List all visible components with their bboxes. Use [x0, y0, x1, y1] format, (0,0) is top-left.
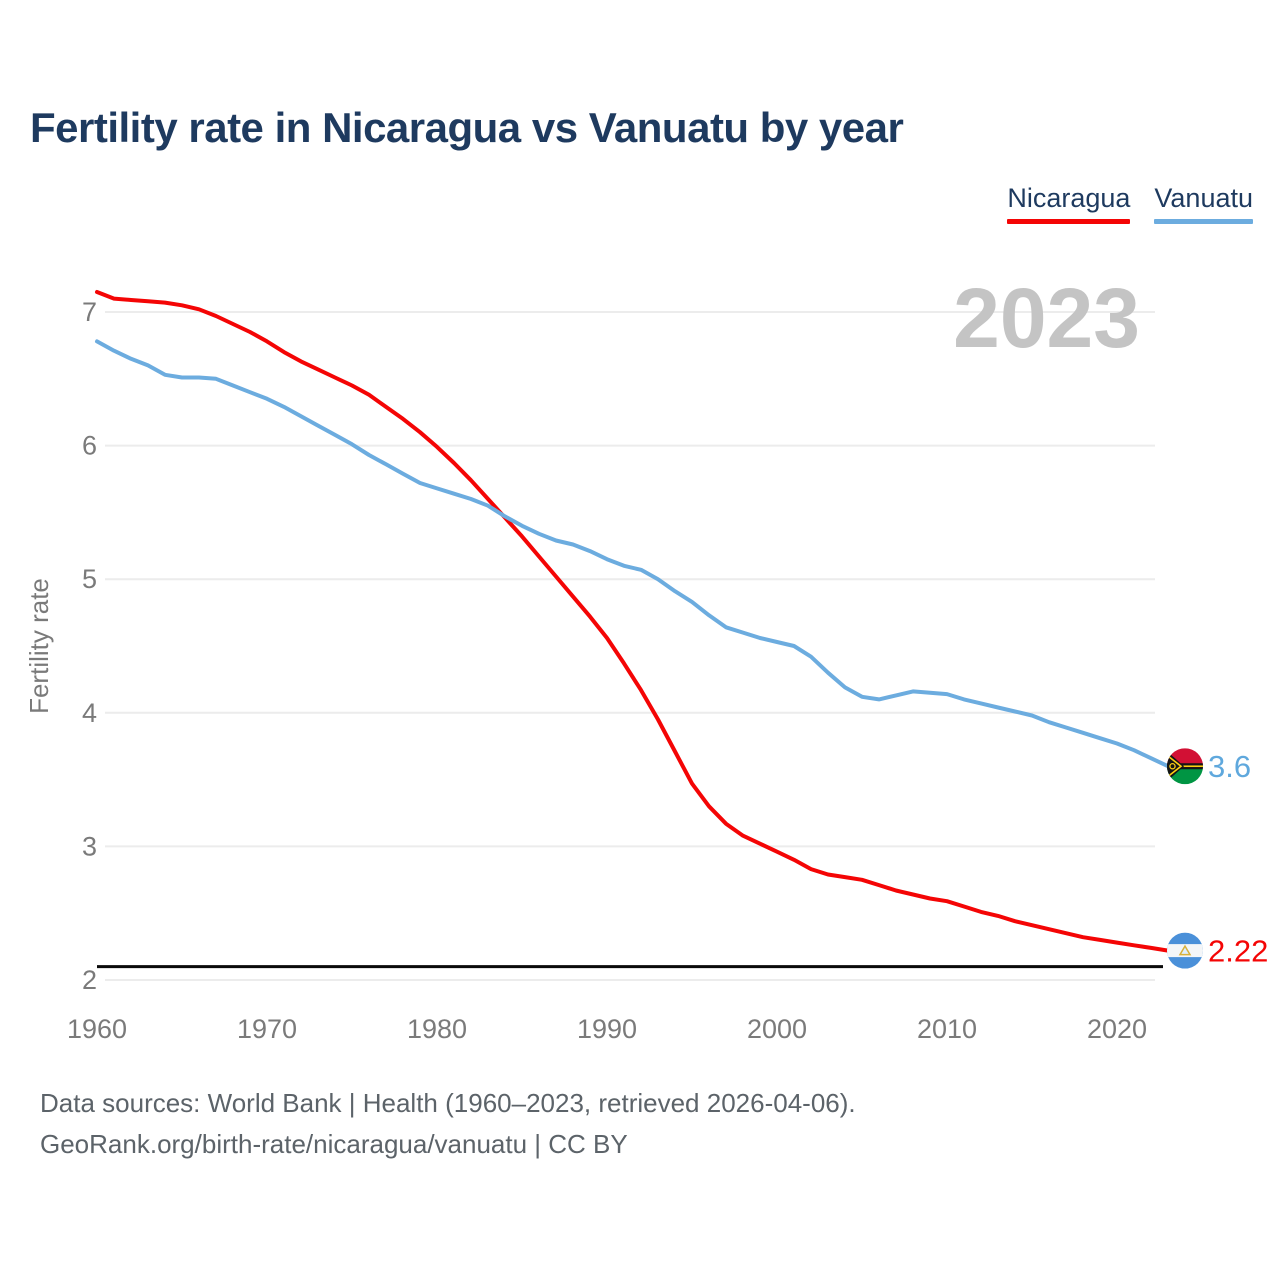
y-tick-7: 7 — [82, 297, 97, 327]
footer-sources-line: Data sources: World Bank | Health (1960–… — [40, 1088, 856, 1118]
footer: Data sources: World Bank | Health (1960–… — [40, 1083, 856, 1165]
legend-item-vanuatu[interactable]: Vanuatu — [1154, 183, 1253, 224]
x-tick-1980: 1980 — [407, 1014, 467, 1044]
end-value-nicaragua: 2.22 — [1208, 934, 1268, 969]
legend-item-nicaragua[interactable]: Nicaragua — [1007, 183, 1131, 224]
x-tick-2010: 2010 — [917, 1014, 977, 1044]
nicaragua-flag-icon — [1167, 932, 1203, 969]
legend-label-nicaragua: Nicaragua — [1007, 183, 1131, 213]
y-tick-3: 3 — [82, 831, 97, 861]
end-value-vanuatu: 3.6 — [1208, 749, 1251, 784]
series-line-nicaragua — [95, 290, 1170, 953]
y-tick-4: 4 — [82, 698, 97, 728]
legend-swatch-nicaragua — [1007, 218, 1131, 224]
series-line-vanuatu — [95, 339, 1170, 769]
x-tick-2000: 2000 — [747, 1014, 807, 1044]
x-tick-1990: 1990 — [577, 1014, 637, 1044]
legend-label-vanuatu: Vanuatu — [1154, 183, 1253, 213]
page-title: Fertility rate in Nicaragua vs Vanuatu b… — [30, 104, 904, 151]
footer-attribution-line: GeoRank.org/birth-rate/nicaragua/vanuatu… — [40, 1129, 628, 1159]
y-tick-6: 6 — [82, 431, 97, 461]
vanuatu-flag-icon — [1167, 748, 1203, 785]
x-tick-2020: 2020 — [1087, 1014, 1147, 1044]
y-axis-title: Fertility rate — [24, 578, 54, 714]
y-tick-2: 2 — [82, 965, 97, 995]
x-tick-1970: 1970 — [237, 1014, 297, 1044]
year-watermark: 2023 — [953, 271, 1140, 365]
legend: Nicaragua Vanuatu — [1007, 183, 1253, 224]
legend-swatch-vanuatu — [1154, 218, 1253, 224]
y-tick-5: 5 — [82, 564, 97, 594]
x-tick-1960: 1960 — [67, 1014, 127, 1044]
